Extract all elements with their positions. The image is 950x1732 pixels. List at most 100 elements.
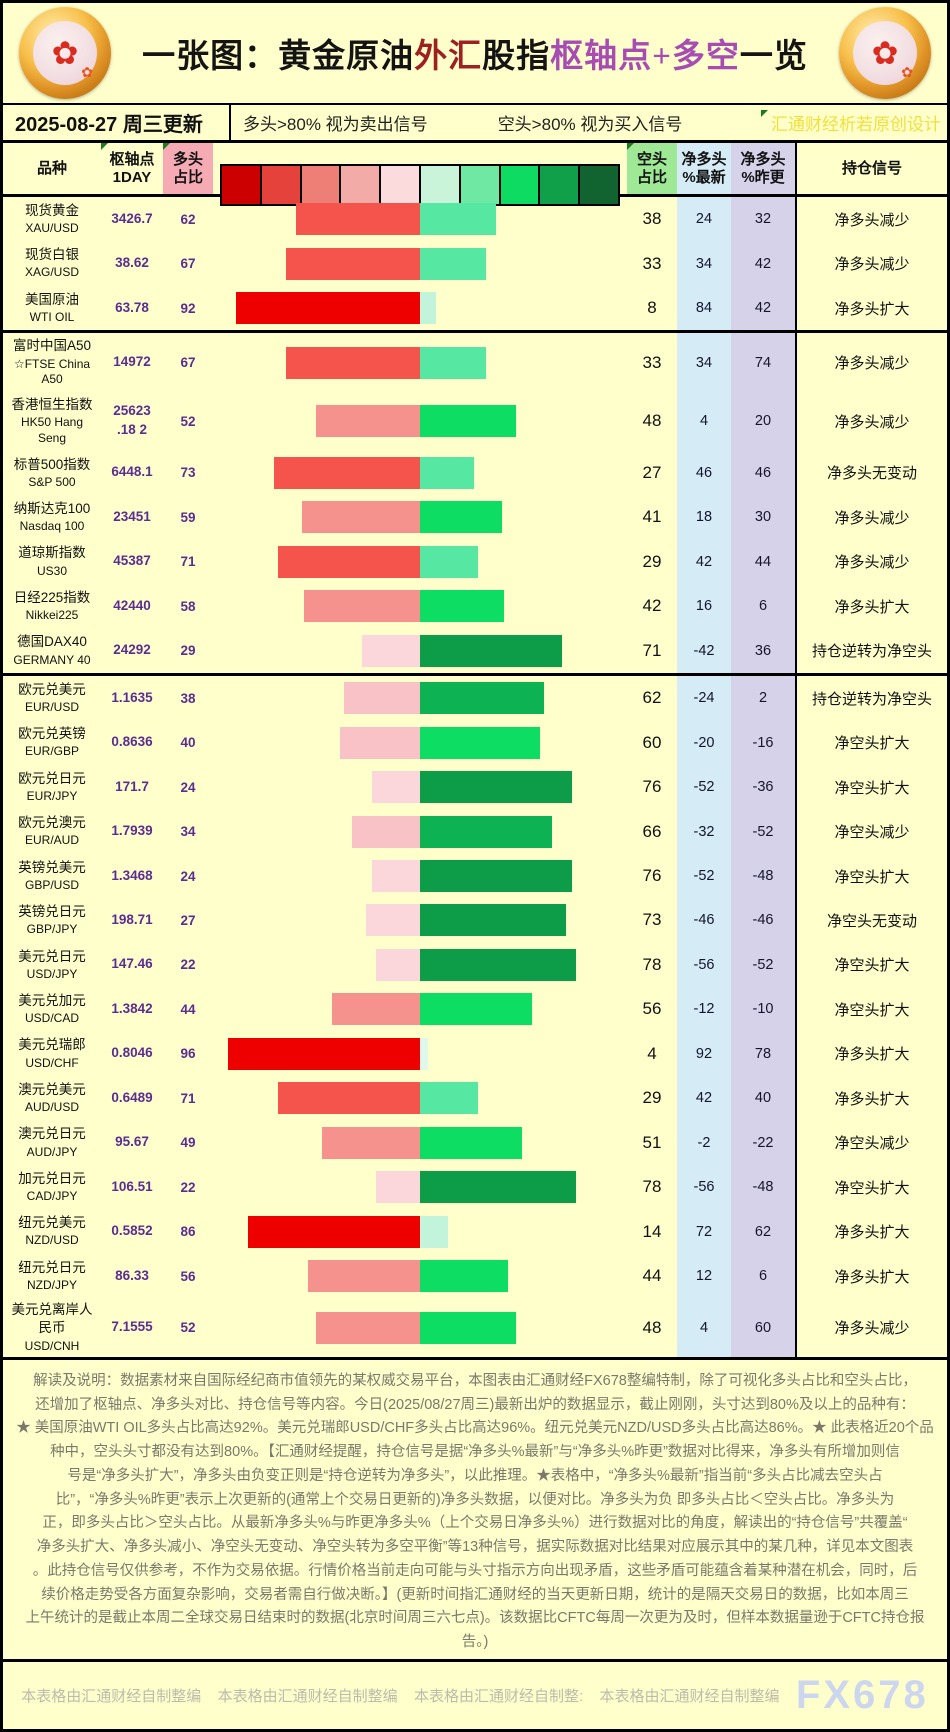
bar-cell (213, 987, 627, 1031)
net-long-latest-value: 18 (677, 495, 731, 540)
flower-icon: ✿ (51, 35, 79, 71)
symbol-code: EUR/AUD (24, 833, 79, 848)
title-segment: 一张图：黄金原油 (142, 39, 415, 75)
symbol-code: GBP/USD (24, 877, 79, 892)
symbol-cell: 英镑兑日元 GBP/JPY (3, 903, 101, 938)
symbol-name: 欧元兑英镑 (18, 726, 86, 742)
flower-small-icon: ✿ (81, 64, 93, 80)
table-row: 富时中国A50 ☆FTSE China A50 14972 67 33 34 74 净多头减少 (3, 330, 947, 393)
long-ratio-value: 24 (180, 779, 196, 795)
bar-axis (220, 1082, 620, 1115)
symbol-code: USD/CNH (24, 1338, 80, 1353)
column-header-long-ratio: 多头 占比 (163, 143, 213, 194)
short-ratio-value: 42 (642, 596, 662, 616)
short-ratio-value: 38 (642, 209, 662, 229)
position-signal: 持仓逆转为净空头 (795, 628, 947, 673)
long-ratio-value: 86 (180, 1224, 196, 1240)
net-long-previous-value: -52 (731, 942, 795, 988)
net-long-latest-value: 72 (677, 1209, 731, 1254)
pivot-value: 0.8636 (111, 734, 153, 750)
net-long-latest-value: 34 (677, 241, 731, 286)
net-long-latest-value: -56 (677, 1164, 731, 1210)
table-header-row: 品种 枢轴点 1DAY 多头 占比 空头 占比 净多头 %最新 净多头 %昨更 … (3, 143, 947, 207)
symbol-name: 美国原油 (25, 291, 79, 307)
short-ratio-value: 4 (647, 1043, 657, 1063)
net-long-latest-value: -24 (677, 675, 731, 721)
short-ratio-value: 66 (642, 821, 662, 841)
symbol-cell: 美国原油 WTI OIL (3, 291, 101, 326)
long-ratio-bar (372, 860, 420, 892)
symbol-name: 日经225指数 (13, 589, 91, 605)
symbol-name: 德国DAX40 (17, 634, 87, 650)
flower-small-icon: ✿ (901, 64, 913, 80)
short-ratio-bar (420, 1082, 478, 1115)
long-ratio-value: 29 (180, 643, 196, 659)
symbol-code: Nasdaq 100 (19, 519, 85, 534)
bar-axis (220, 590, 620, 623)
long-ratio-bar (376, 948, 420, 981)
short-ratio-bar (420, 682, 544, 715)
long-ratio-bar (344, 682, 420, 715)
net-long-previous-value: -16 (731, 720, 795, 765)
column-header-symbol: 品种 (36, 159, 67, 177)
symbol-name: 英镑兑日元 (18, 904, 86, 920)
symbol-code: EUR/USD (24, 700, 79, 714)
header-banner: ✿ ✿ 一张图：黄金原油外汇股指枢轴点+多空一览 ✿ ✿ (3, 3, 947, 105)
scale-swatch (222, 166, 260, 205)
bar-cell (213, 451, 627, 495)
long-ratio-value: 92 (180, 300, 196, 316)
footer-note-line: 解读及说明：数据素材来自国际经纪商市值领先的某权威交易平台，本图表由汇通财经FX… (33, 1372, 917, 1389)
long-ratio-bar (286, 247, 420, 280)
net-long-previous-value: 6 (731, 584, 795, 629)
net-long-latest-value: 4 (677, 392, 731, 451)
short-ratio-bar (420, 292, 436, 325)
symbol-code: XAU/USD (25, 221, 79, 236)
table-row: 纽元兑日元 NZD/JPY 86.33 56 44 12 6 净多头扩大 (3, 1253, 947, 1299)
long-ratio-value: 67 (180, 256, 196, 272)
net-long-previous-value: -10 (731, 987, 795, 1032)
position-signal: 净空头无变动 (795, 898, 947, 943)
bar-axis (220, 292, 620, 325)
bar-cell (213, 898, 627, 942)
symbol-cell: 道琼斯指数 US30 (3, 544, 101, 579)
long-ratio-value: 58 (180, 598, 196, 614)
pivot-value: 1.7939 (111, 823, 153, 839)
bar-cell (213, 720, 627, 764)
table-row: 欧元兑日元 EUR/JPY 171.7 24 76 -52 -36 净空头扩大 (3, 764, 947, 810)
credit-text: 本表格由汇通财经自制整编 (599, 1688, 780, 1705)
net-long-previous-value: 42 (731, 285, 795, 331)
short-ratio-value: 48 (642, 1317, 662, 1337)
scale-swatch (538, 166, 579, 205)
position-signal: 净多头扩大 (795, 584, 947, 629)
symbol-code: S&P 500 (28, 474, 76, 489)
symbol-cell: 富时中国A50 ☆FTSE China A50 (3, 337, 101, 387)
net-long-previous-value: -52 (731, 809, 795, 854)
short-ratio-bar (420, 1215, 448, 1248)
long-ratio-bar (308, 1260, 420, 1293)
scale-swatch (259, 166, 300, 205)
table-row: 纽元兑美元 NZD/USD 0.5852 86 14 72 62 净多头扩大 (3, 1209, 947, 1254)
table-row: 标普500指数 S&P 500 6448.1 73 27 46 46 净多头无变动 (3, 450, 947, 496)
pivot-value: 1.3468 (111, 867, 153, 883)
long-ratio-value: 73 (180, 465, 196, 481)
symbol-cell: 纽元兑美元 NZD/USD (3, 1214, 101, 1249)
column-header-short-ratio: 空头 占比 (627, 143, 677, 194)
short-ratio-bar (420, 590, 504, 623)
title-segment: 枢轴点+多空 (550, 39, 740, 75)
long-ratio-bar (376, 1171, 420, 1204)
short-ratio-value: 71 (642, 640, 662, 660)
net-long-previous-value: 46 (731, 450, 795, 496)
net-long-previous-value: 2 (731, 675, 795, 721)
scale-swatch (299, 166, 340, 205)
symbol-cell: 澳元兑日元 AUD/JPY (3, 1125, 101, 1160)
long-ratio-value: 40 (180, 735, 196, 751)
long-ratio-value: 56 (180, 1268, 196, 1284)
short-ratio-value: 60 (642, 732, 662, 752)
net-long-latest-value: 34 (677, 333, 731, 393)
table-row: 现货白银 XAG/USD 38.62 67 33 34 42 净多头减少 (3, 241, 947, 286)
symbol-name: 香港恒生指数 (11, 397, 93, 413)
net-long-latest-value: 42 (677, 539, 731, 585)
short-ratio-value: 29 (642, 1088, 662, 1108)
bar-cell (213, 676, 627, 720)
symbol-code: XAG/USD (24, 265, 79, 280)
